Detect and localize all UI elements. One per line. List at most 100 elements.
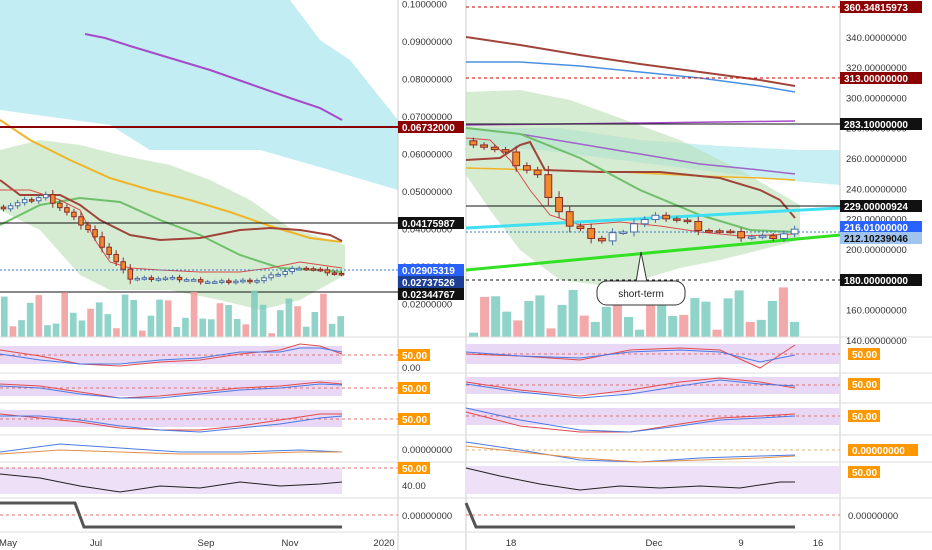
left-price-pane[interactable] bbox=[0, 0, 398, 337]
left-price-tag bbox=[398, 276, 464, 288]
volume-bar bbox=[328, 323, 336, 337]
left-y-tick-label: 0.07000000 bbox=[402, 112, 452, 123]
candle-down bbox=[303, 267, 310, 271]
candle-up bbox=[630, 223, 638, 233]
volume-bar bbox=[690, 298, 700, 337]
osc-left-4-signal bbox=[0, 449, 342, 455]
right-y-tick-label: 140.00000000 bbox=[846, 336, 907, 347]
right-osc-tag bbox=[848, 378, 880, 390]
right-osc-tag bbox=[848, 410, 880, 422]
candle-down bbox=[148, 277, 155, 280]
candle-up bbox=[254, 280, 260, 283]
osc-right-2-red bbox=[465, 377, 796, 397]
candle-up bbox=[211, 281, 218, 284]
left-osc-axis-label: 0.00000000 bbox=[402, 511, 452, 522]
volume-bar bbox=[590, 321, 600, 337]
right-osc-tag bbox=[848, 348, 880, 360]
right-y-tick-label: 260.00000000 bbox=[846, 154, 907, 165]
candle-down bbox=[512, 151, 521, 167]
candle-down bbox=[683, 219, 692, 223]
candle-up bbox=[134, 277, 141, 281]
volume-bar bbox=[601, 306, 611, 337]
top-purple-ma bbox=[466, 36, 796, 87]
volume-bar bbox=[61, 292, 68, 337]
candle-down bbox=[106, 246, 112, 255]
candle-down bbox=[28, 199, 35, 202]
candle-down bbox=[555, 196, 563, 213]
right-osc-tag-text: 0.00000000 bbox=[852, 446, 905, 457]
left-osc-tag bbox=[398, 413, 430, 425]
volume-bar bbox=[502, 311, 512, 337]
right-osc-tag-text: 50.00 bbox=[852, 468, 877, 479]
short-term-callout-box[interactable] bbox=[596, 280, 686, 306]
left-y-tick-label: 0.1000000 bbox=[402, 0, 447, 10]
volume-bar bbox=[147, 315, 155, 337]
left-osc-axis-label: 0.00 bbox=[402, 363, 421, 374]
volume-bar bbox=[87, 308, 94, 337]
candle-up bbox=[282, 271, 288, 275]
blue-ma bbox=[466, 61, 796, 93]
brown-ma-right bbox=[466, 140, 796, 219]
volume-bar bbox=[164, 300, 172, 337]
left-candles bbox=[0, 189, 345, 285]
osc-right-3-blue bbox=[465, 407, 796, 433]
volume-bar bbox=[756, 319, 766, 337]
candle-up bbox=[21, 199, 28, 204]
left-volume-bars bbox=[1, 290, 344, 337]
green-support-trendline bbox=[466, 233, 840, 272]
volume-bar bbox=[491, 296, 501, 337]
volume-bar bbox=[513, 320, 523, 337]
volume-bar bbox=[285, 298, 293, 337]
candle-down bbox=[769, 235, 778, 239]
osc-left-1-blue bbox=[0, 347, 343, 365]
right-osc-axis-label: 0.00000000 bbox=[848, 511, 898, 522]
candle-down bbox=[469, 140, 478, 146]
left-price-tag bbox=[398, 217, 464, 229]
osc-right-3-red bbox=[465, 411, 796, 433]
right-price-tag-text: 313.00000000 bbox=[844, 74, 908, 85]
volume-bar bbox=[469, 332, 479, 337]
left-osc-axis-label: 40.00 bbox=[402, 481, 426, 492]
volume-bar bbox=[121, 294, 129, 337]
left-x-tick-label: Nov bbox=[282, 538, 299, 549]
short-term-callout-text: short-term bbox=[618, 289, 664, 300]
left-osc-tag bbox=[398, 462, 430, 474]
volume-bar bbox=[18, 320, 25, 337]
right-osc-tag-text: 50.00 bbox=[852, 350, 877, 361]
right-osc-tag-text: 50.00 bbox=[852, 412, 877, 423]
volume-bar bbox=[44, 325, 51, 337]
candle-up bbox=[35, 197, 42, 202]
volume-bar bbox=[734, 290, 744, 337]
candle-up bbox=[7, 205, 14, 210]
right-price-tag bbox=[840, 221, 922, 233]
volume-bar bbox=[480, 296, 490, 337]
rsi-band-left-5 bbox=[0, 468, 342, 494]
right-x-tick-label: 18 bbox=[506, 538, 517, 549]
candle-down bbox=[50, 194, 56, 204]
volume-bar bbox=[173, 327, 181, 337]
candle-up bbox=[608, 232, 617, 242]
right-volume-bars bbox=[469, 283, 799, 337]
candle-down bbox=[544, 174, 553, 198]
candle-up bbox=[640, 219, 649, 225]
candle-up bbox=[619, 231, 628, 234]
left-osc-tag-text: 50.00 bbox=[402, 415, 427, 426]
volume-bar bbox=[95, 302, 103, 337]
volume-bar bbox=[216, 303, 224, 337]
right-y-tick-label: 320.00000000 bbox=[846, 63, 907, 74]
candle-up bbox=[780, 233, 788, 239]
volume-bar bbox=[242, 324, 250, 337]
volume-bar bbox=[535, 295, 545, 337]
candle-down bbox=[726, 230, 735, 234]
right-price-tag bbox=[840, 232, 922, 244]
volume-bar bbox=[579, 315, 589, 337]
volume-bar bbox=[225, 305, 232, 337]
candle-up bbox=[204, 281, 211, 284]
right-price-pane[interactable]: short-term bbox=[466, 6, 840, 337]
left-price-tag-text: 0.02737526 bbox=[402, 278, 455, 289]
candle-down bbox=[92, 229, 98, 238]
left-price-tag bbox=[398, 264, 464, 276]
osc-left-3-blue bbox=[0, 415, 343, 433]
right-price-tag bbox=[840, 1, 922, 13]
right-x-tick-label: Dec bbox=[646, 538, 663, 549]
